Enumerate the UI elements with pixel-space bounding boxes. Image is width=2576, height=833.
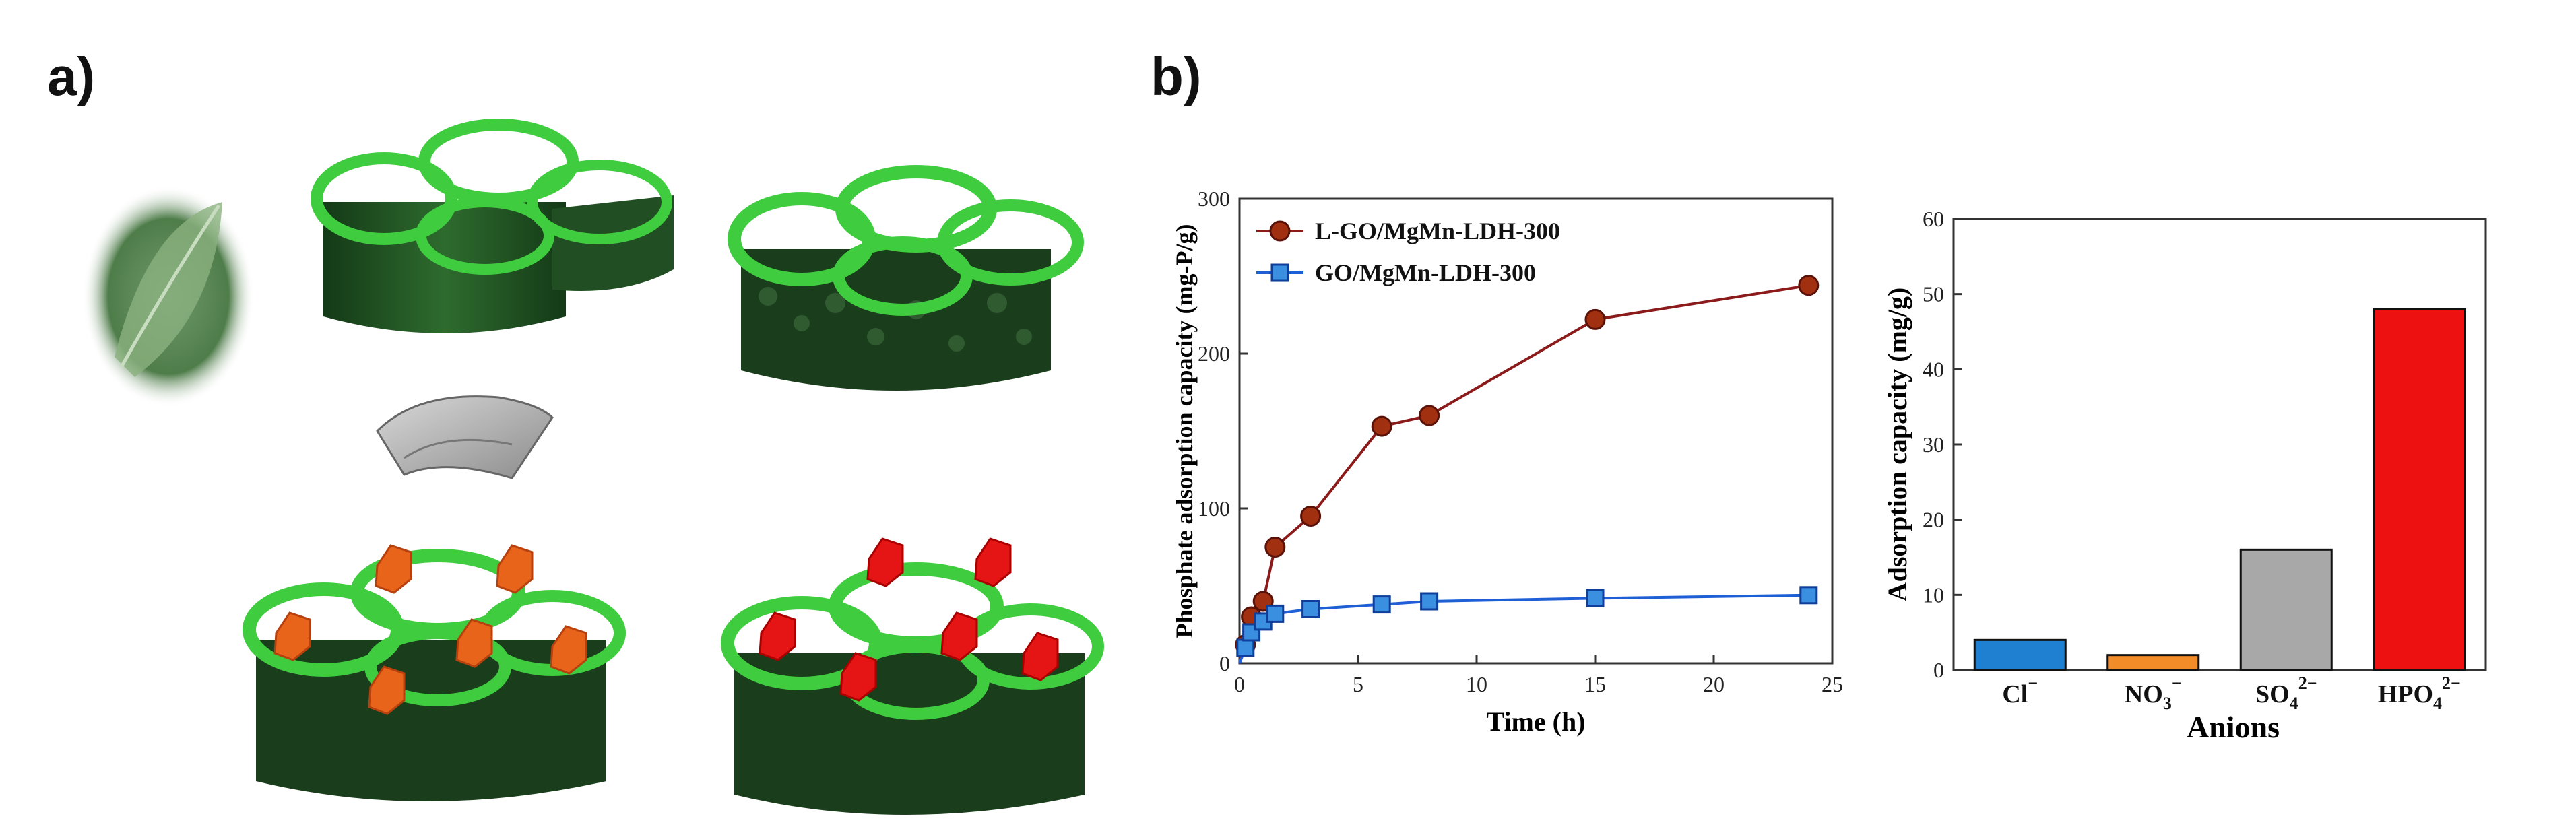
ldh-loaded-scaffold [243, 544, 626, 801]
line-chart-x-axis-label: Time (h) [1486, 706, 1585, 737]
bar [2239, 548, 2333, 671]
bar-chart-y-tick-label: 50 [1923, 282, 1944, 306]
line-chart-point [1584, 308, 1606, 330]
line-chart-x-tick-label: 15 [1584, 672, 1606, 696]
leaf-photo [82, 185, 255, 407]
line-chart-y-tick-label: 200 [1198, 341, 1230, 366]
legend-marker [1269, 220, 1291, 242]
line-chart-point [1799, 586, 1818, 605]
line-chart-point [1420, 592, 1439, 611]
bar-chart-category-label: HPO42− [2378, 673, 2461, 713]
line-chart-point [1372, 595, 1391, 614]
line-chart-point [1586, 589, 1605, 607]
bar-chart-y-tick-label: 0 [1933, 658, 1944, 682]
legend-label: L-GO/MgMn-LDH-300 [1315, 218, 1560, 244]
line-chart-x-tick-label: 20 [1703, 672, 1725, 696]
line-chart-x-tick-label: 25 [1822, 672, 1843, 696]
leaf-3d-scaffold [311, 119, 674, 333]
line-chart-y-axis-label: Phosphate adsorption capacity (mg-P/g) [1171, 224, 1198, 638]
legend-label: GO/MgMn-LDH-300 [1315, 259, 1536, 286]
bar [2106, 654, 2200, 671]
line-chart-point [1236, 638, 1255, 657]
bar-chart-y-tick-label: 40 [1923, 357, 1944, 381]
panel-a-label: a) [47, 46, 96, 106]
bar-chart-y-axis-label: Adsorption capacity (mg/g) [1882, 288, 1912, 602]
line-chart-x-tick-label: 0 [1234, 672, 1245, 696]
panel-b-label: b) [1151, 46, 1202, 106]
line-chart-x-tick-label: 5 [1353, 672, 1363, 696]
bar-chart-y-tick-label: 20 [1923, 508, 1944, 532]
line-chart-point [1266, 604, 1285, 623]
line-chart-point [1419, 405, 1440, 426]
legend-marker [1270, 263, 1289, 282]
line-chart-point [1371, 415, 1392, 437]
line-chart: 0 5 10 15 20 25 0 100 200 300 L-GO/MgMn-LDH-300 GO… [1171, 187, 1843, 737]
line-chart-y-tick-label: 300 [1198, 187, 1230, 211]
line-chart-point [1300, 506, 1322, 527]
bar-chart-y-tick-label: 30 [1923, 432, 1944, 457]
graphene-oxide-sheet [376, 395, 554, 479]
bar-chart-y-tick-label: 10 [1923, 582, 1944, 607]
line-chart-plot-area [1238, 197, 1834, 665]
graphene-coated-scaffold [728, 165, 1084, 391]
bar-chart-y-tick-label: 60 [1923, 207, 1944, 231]
bar-chart-x-axis-label: Anions [2187, 710, 2280, 744]
line-chart-point [1798, 275, 1820, 296]
ldh-loaded-scaffold-red [721, 537, 1104, 815]
bar-chart-category-label: SO42− [2255, 673, 2317, 713]
bar-chart-category-label: Cl− [2002, 673, 2038, 708]
line-chart-point [1264, 537, 1286, 558]
line-chart-x-tick-label: 10 [1466, 672, 1487, 696]
line-chart-y-tick-label: 0 [1219, 651, 1230, 675]
bar-chart-category-label: NO3− [2125, 673, 2182, 713]
bar [1973, 638, 2067, 671]
bar [2373, 308, 2466, 671]
line-chart-y-tick-label: 100 [1198, 496, 1230, 521]
line-chart-point [1301, 600, 1320, 618]
illustration-panel [82, 119, 1104, 815]
